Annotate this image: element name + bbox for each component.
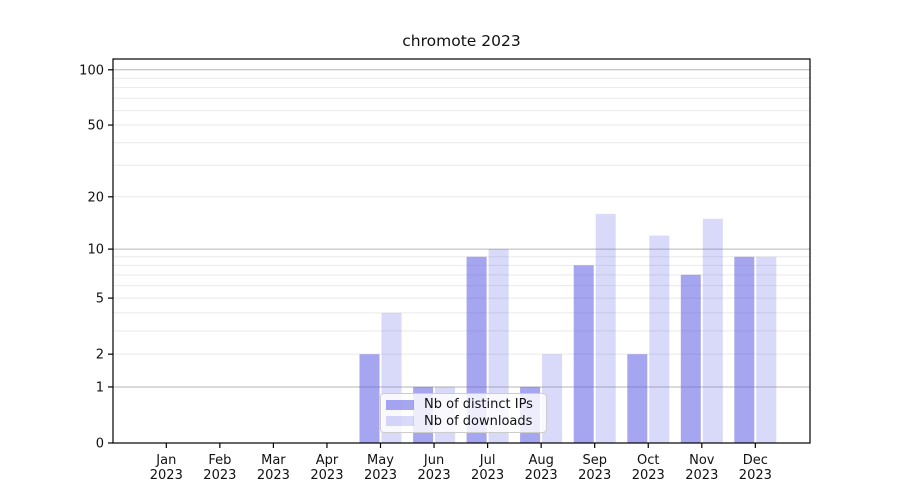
- x-tick-label-month: Jan: [155, 453, 176, 468]
- x-tick-label-year: 2023: [525, 468, 558, 483]
- y-tick-label: 5: [96, 292, 104, 307]
- x-tick-label-month: Apr: [316, 453, 339, 468]
- y-tick-label: 2: [96, 348, 104, 363]
- legend-item-distinct-ips: Nb of distinct IPs: [386, 397, 540, 412]
- y-tick-label: 20: [87, 190, 104, 205]
- y-tick-label: 1: [96, 380, 104, 395]
- bar-downloads-nov: [702, 218, 723, 443]
- x-tick-label-year: 2023: [685, 468, 718, 483]
- y-tick-label: 0: [96, 437, 104, 452]
- legend-swatch-downloads: [386, 416, 414, 427]
- x-tick-label-year: 2023: [739, 468, 772, 483]
- plot-frame: [112, 58, 811, 444]
- x-tick-label-month: Dec: [743, 453, 768, 468]
- legend-item-downloads: Nb of downloads: [386, 414, 540, 429]
- legend-label-distinct-ips: Nb of distinct IPs: [424, 397, 533, 413]
- x-tick-label-year: 2023: [418, 468, 451, 483]
- bar-distinct-ips-nov: [680, 274, 701, 443]
- x-tick-label-year: 2023: [578, 468, 611, 483]
- x-tick-label-month: Oct: [637, 453, 659, 468]
- x-tick-label-month: Jul: [479, 453, 496, 468]
- bar-downloads-oct: [649, 235, 670, 443]
- x-tick-label-year: 2023: [150, 468, 183, 483]
- x-tick-label-year: 2023: [310, 468, 343, 483]
- y-tick-label: 100: [79, 63, 104, 78]
- x-tick-label-month: Aug: [528, 453, 553, 468]
- x-tick-label-year: 2023: [364, 468, 397, 483]
- legend-label-downloads: Nb of downloads: [424, 413, 533, 429]
- bar-downloads-sep: [595, 213, 616, 443]
- x-tick-label-month: Nov: [689, 453, 715, 468]
- x-tick-label-year: 2023: [257, 468, 290, 483]
- legend-swatch-distinct-ips: [386, 399, 414, 410]
- bar-distinct-ips-dec: [734, 256, 755, 443]
- y-tick-label: 10: [87, 243, 104, 258]
- bar-downloads-aug: [542, 354, 563, 443]
- y-tick-label: 50: [87, 119, 104, 134]
- x-tick-label-year: 2023: [632, 468, 665, 483]
- x-tick-label-month: Sep: [582, 453, 607, 468]
- bar-distinct-ips-sep: [573, 265, 594, 443]
- bar-distinct-ips-may: [359, 354, 380, 443]
- x-tick-label-month: Mar: [261, 453, 286, 468]
- bar-distinct-ips-oct: [627, 354, 648, 443]
- x-tick-label-year: 2023: [203, 468, 236, 483]
- legend: Nb of distinct IPs Nb of downloads: [380, 393, 547, 433]
- bar-downloads-dec: [756, 256, 777, 443]
- x-tick-label-year: 2023: [471, 468, 504, 483]
- x-tick-label-month: Feb: [208, 453, 231, 468]
- chart-title: chromote 2023: [402, 32, 521, 50]
- x-tick-label-month: May: [367, 453, 394, 468]
- x-tick-label-month: Jun: [423, 453, 444, 468]
